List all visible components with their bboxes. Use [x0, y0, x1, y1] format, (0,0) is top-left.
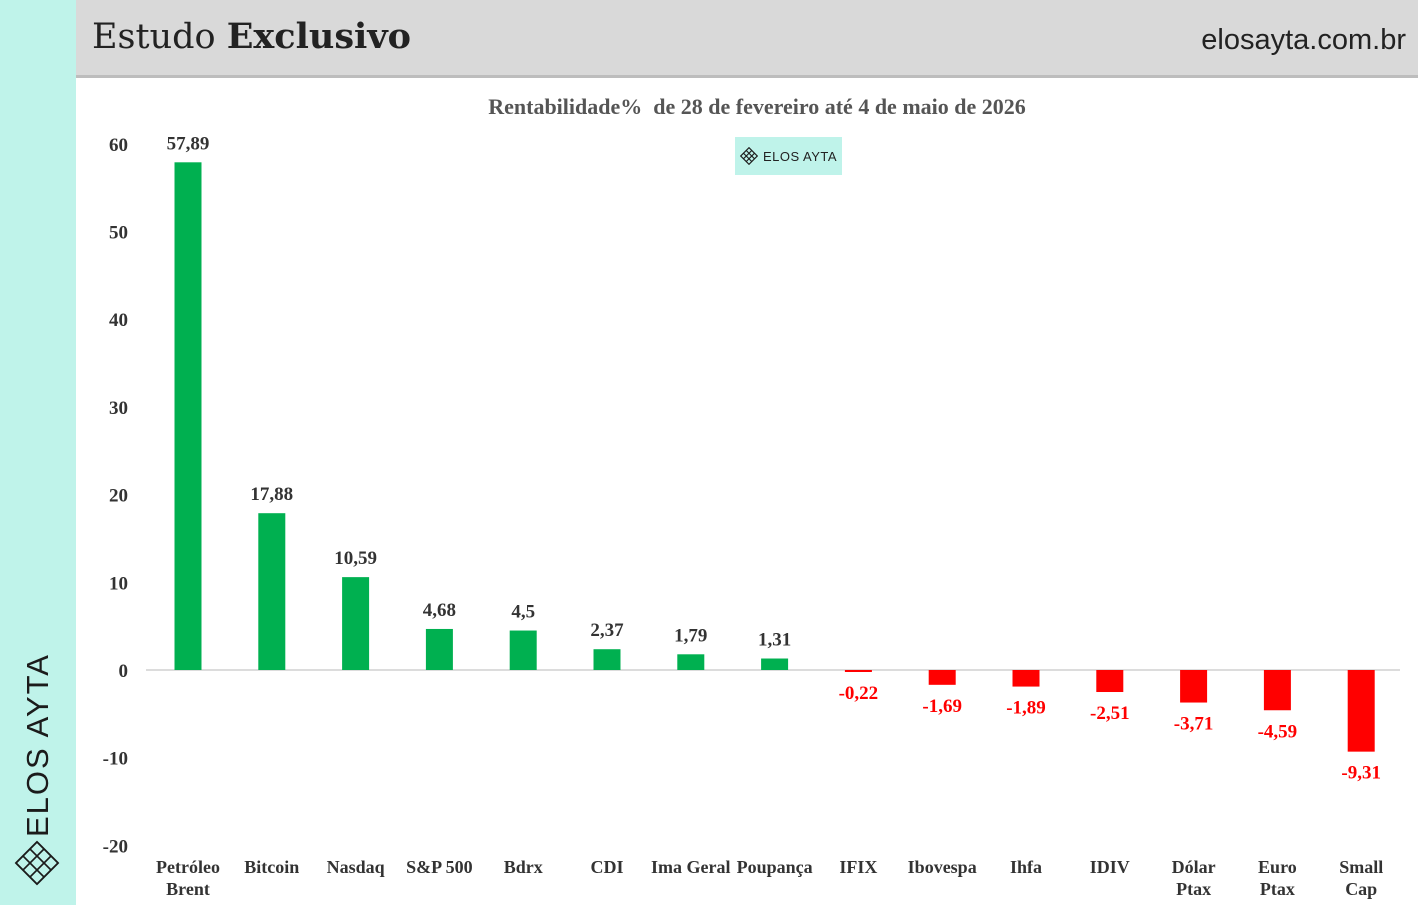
site-url: elosayta.com.br	[1201, 24, 1406, 56]
x-tick-label: Ima Geral	[651, 857, 730, 877]
data-label: -1,69	[922, 696, 962, 717]
title-bold: Exclusivo	[226, 16, 412, 57]
x-tick-label: Ibovespa	[908, 857, 977, 877]
data-label: 10,59	[334, 548, 377, 569]
data-label: -3,71	[1174, 714, 1214, 735]
bar	[677, 654, 705, 670]
brand-sidebar: ELOS AYTA	[0, 0, 76, 905]
y-tick-label: 10	[109, 573, 128, 594]
x-tick-label: IDIV	[1090, 857, 1130, 877]
x-tick-label: Ptax	[1176, 879, 1211, 899]
brand-badge: ELOS AYTA	[735, 137, 842, 175]
data-label: -4,59	[1258, 721, 1298, 742]
data-label: -1,89	[1006, 698, 1046, 719]
bar	[593, 649, 621, 670]
bar	[258, 513, 286, 670]
data-label: -2,51	[1090, 703, 1130, 724]
x-tick-label: S&P 500	[406, 857, 473, 877]
x-tick-label: Poupança	[737, 857, 813, 877]
bar	[844, 670, 872, 672]
bar	[1180, 670, 1208, 703]
y-tick-label: -10	[103, 749, 128, 770]
x-tick-label: Ptax	[1260, 879, 1295, 899]
x-tick-label: Cap	[1345, 879, 1377, 899]
x-tick-label: Euro	[1258, 857, 1297, 877]
x-tick-label: Small	[1339, 857, 1383, 877]
brand-logo-icon	[14, 840, 60, 886]
x-tick-label: Ihfa	[1010, 857, 1042, 877]
y-tick-label: 20	[109, 486, 128, 507]
data-label: 57,89	[167, 133, 210, 154]
y-tick-label: 40	[109, 310, 128, 331]
chart-title: Rentabilidade% de 28 de fevereiro até 4 …	[488, 94, 1026, 119]
bar	[509, 630, 537, 670]
bar	[761, 658, 789, 670]
bar	[1096, 670, 1124, 693]
data-label: -9,31	[1341, 763, 1381, 784]
x-tick-label: CDI	[590, 857, 623, 877]
data-label: -0,22	[839, 683, 879, 704]
x-tick-label: Petróleo	[156, 857, 220, 877]
x-tick-label: IFIX	[839, 857, 877, 877]
x-tick-label: Dólar	[1172, 857, 1216, 877]
bar	[1347, 670, 1375, 752]
bar	[1012, 670, 1040, 687]
page-title: Estudo Exclusivo	[92, 16, 411, 57]
y-tick-label: 50	[109, 223, 128, 244]
data-label: 17,88	[250, 484, 293, 505]
data-label: 4,68	[423, 600, 456, 621]
badge-text: ELOS AYTA	[762, 148, 838, 164]
bar	[928, 670, 956, 685]
x-tick-label: Nasdaq	[327, 857, 385, 877]
badge-logo-icon	[739, 147, 758, 165]
y-tick-label: 0	[119, 661, 129, 682]
data-label: 4,5	[511, 602, 535, 623]
y-tick-label: -20	[103, 836, 128, 857]
bar	[1263, 670, 1291, 711]
x-tick-label: Bdrx	[504, 857, 543, 877]
y-tick-label: 60	[109, 135, 128, 156]
page-header: Estudo Exclusivo elosayta.com.br	[76, 0, 1418, 78]
x-tick-label: Brent	[166, 879, 210, 899]
data-label: 1,79	[674, 625, 707, 646]
bar	[342, 577, 370, 670]
title-regular: Estudo	[92, 17, 216, 57]
data-label: 2,37	[590, 620, 624, 641]
y-tick-label: 30	[109, 398, 128, 419]
bar	[174, 162, 202, 671]
data-label: 1,31	[758, 630, 791, 651]
x-tick-label: Bitcoin	[244, 857, 299, 877]
bar	[425, 628, 453, 670]
